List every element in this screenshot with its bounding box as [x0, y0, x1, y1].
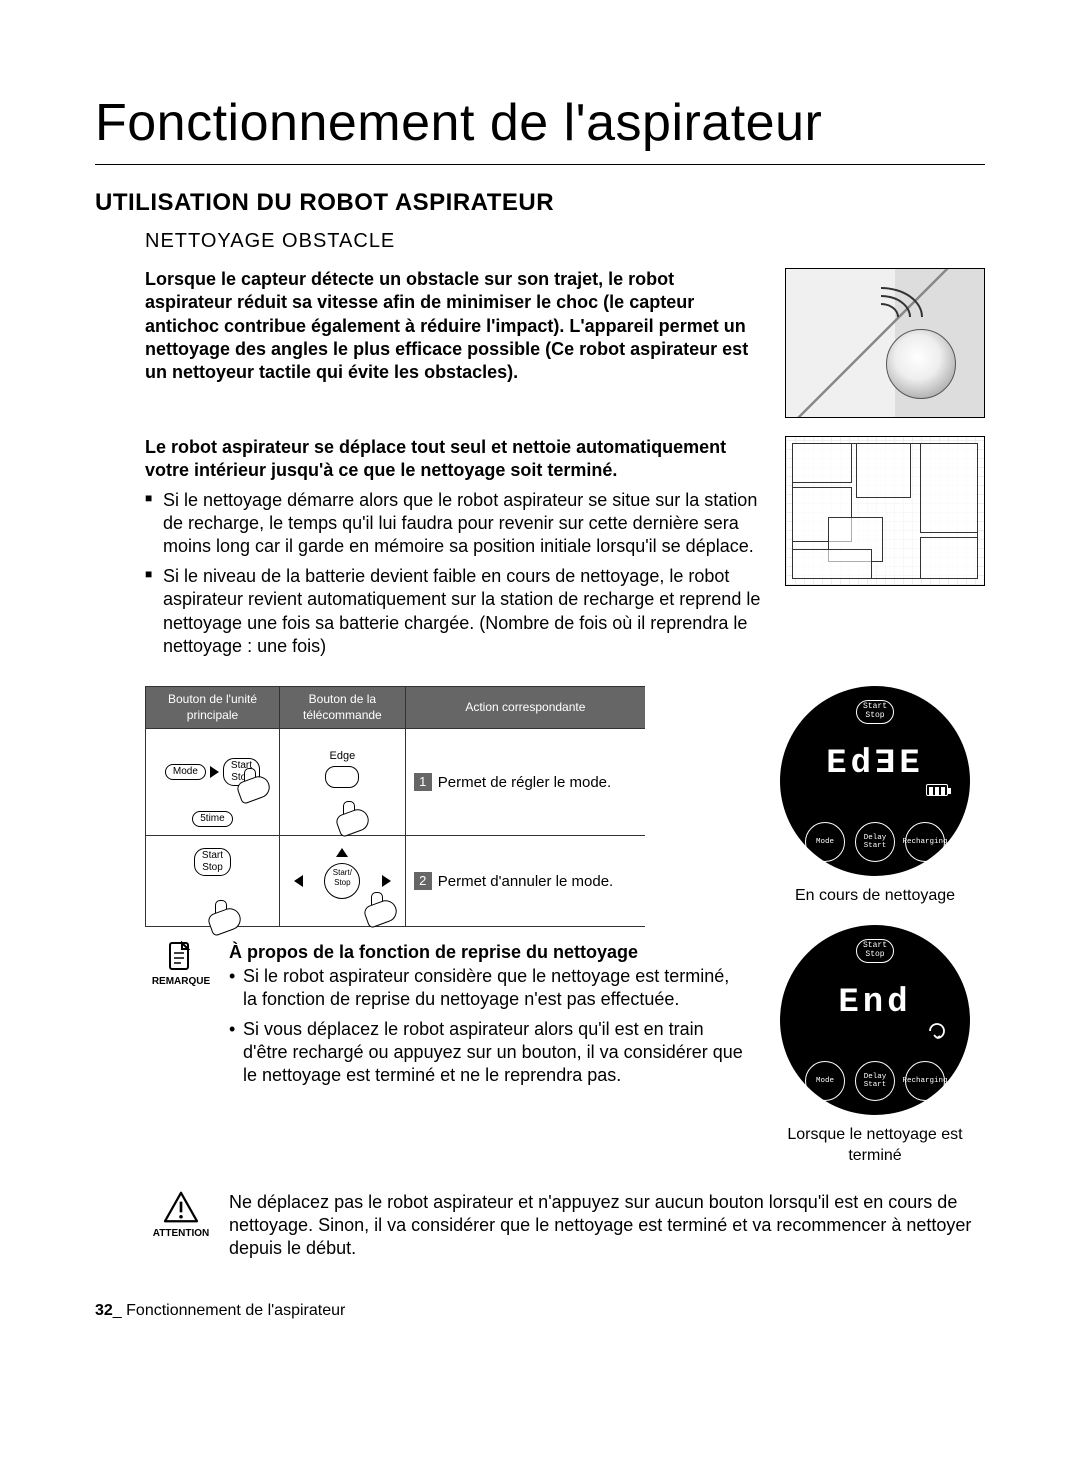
cell-main-1: Mode Start Stop 5time: [146, 729, 280, 836]
start-stop-round-label: Start/ Stop: [324, 863, 360, 899]
disp-top-button: Start Stop: [856, 700, 894, 724]
battery-icon: [926, 784, 948, 796]
auto-clean-paragraph: Le robot aspirateur se déplace tout seul…: [145, 436, 763, 483]
robot-icon: [886, 329, 956, 399]
hand-icon: [238, 768, 276, 802]
disp-top-button: Start Stop: [856, 939, 894, 963]
step-number: 2: [414, 872, 432, 890]
page-title: Fonctionnement de l'aspirateur: [95, 90, 985, 165]
5time-label: 5time: [192, 811, 232, 827]
th-action: Action correspondante: [405, 687, 645, 729]
remarque-bullet: Si le robot aspirateur considère que le …: [229, 965, 743, 1012]
attention-label: ATTENTION: [145, 1191, 217, 1261]
th-remote: Bouton de la télécommande: [279, 687, 405, 729]
section-heading: UTILISATION DU ROBOT ASPIRATEUR: [95, 187, 985, 218]
remarque-label: REMARQUE: [145, 941, 217, 1093]
cell-remote-1: Edge: [279, 729, 405, 836]
floorplan-illustration: [785, 436, 985, 586]
start-stop-label: Start Stop: [194, 848, 231, 876]
controls-table: Bouton de l'unité principale Bouton de l…: [145, 686, 645, 927]
left-arrow-icon: [294, 875, 303, 887]
display-finished: Start Stop End Mode Delay Start Rechargi…: [780, 925, 970, 1115]
edge-button-icon: [325, 766, 359, 788]
disp-mode-button: Mode: [805, 1061, 845, 1101]
mode-button-label: Mode: [165, 764, 206, 780]
th-main-unit: Bouton de l'unité principale: [146, 687, 280, 729]
cell-action-1: 1Permet de régler le mode.: [405, 729, 645, 836]
disp-recharge-button: Recharging: [905, 822, 945, 862]
disp-screen-text: EdƎE: [780, 742, 970, 786]
subsection-heading: NETTOYAGE OBSTACLE: [145, 228, 985, 254]
attention-text: Ne déplacez pas le robot aspirateur et n…: [229, 1191, 985, 1261]
remarque-title: À propos de la fonction de reprise du ne…: [229, 941, 743, 964]
cell-action-2: 2Permet d'annuler le mode.: [405, 836, 645, 927]
return-icon: [928, 1023, 946, 1039]
display-cleaning: Start Stop EdƎE Mode Delay Start Recharg…: [780, 686, 970, 876]
display1-caption: En cours de nettoyage: [765, 886, 985, 907]
remarque-bullet: Si vous déplacez le robot aspirateur alo…: [229, 1018, 743, 1088]
disp-delay-button: Delay Start: [855, 1061, 895, 1101]
up-arrow-icon: [336, 848, 348, 857]
hand-icon: [365, 892, 403, 926]
disp-screen-text: End: [780, 981, 970, 1025]
note-icon: [145, 941, 217, 975]
right-arrow-icon: [382, 875, 391, 887]
hand-icon: [337, 801, 375, 835]
corner-illustration: [785, 268, 985, 418]
intro-paragraph: Lorsque le capteur détecte un obstacle s…: [145, 268, 763, 418]
bullet-item: Si le nettoyage démarre alors que le rob…: [145, 489, 763, 559]
edge-label: Edge: [330, 749, 356, 763]
page-footer: 32_ Fonctionnement de l'aspirateur: [95, 1301, 985, 1322]
hand-icon: [209, 900, 247, 934]
arrow-icon: [210, 766, 219, 778]
warning-icon: [145, 1191, 217, 1227]
cell-remote-2: Start/ Stop: [279, 836, 405, 927]
step-number: 1: [414, 773, 432, 791]
disp-delay-button: Delay Start: [855, 822, 895, 862]
display2-caption: Lorsque le nettoyage est terminé: [765, 1125, 985, 1167]
disp-recharge-button: Recharging: [905, 1061, 945, 1101]
signal-icon: [881, 287, 931, 323]
bullet-item: Si le niveau de la batterie devient faib…: [145, 565, 763, 659]
cell-main-2: Start Stop: [146, 836, 280, 927]
disp-mode-button: Mode: [805, 822, 845, 862]
